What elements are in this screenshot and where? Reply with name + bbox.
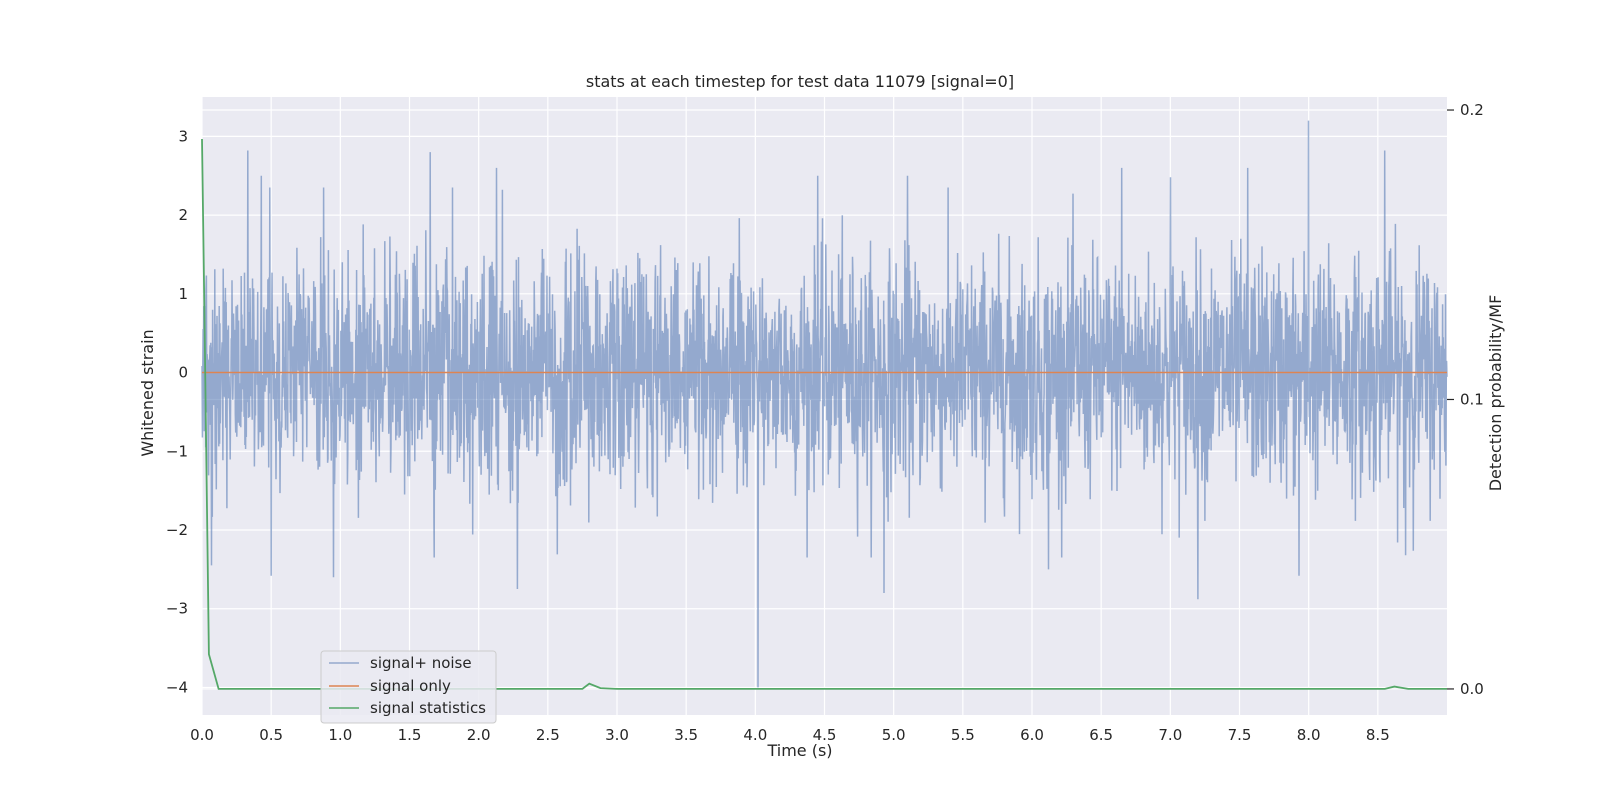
y-tick-label: 1 xyxy=(178,285,188,303)
x-axis-label: Time (s) xyxy=(766,741,832,760)
legend-label-signal-only: signal only xyxy=(370,677,451,695)
x-tick-label: 4.0 xyxy=(743,726,767,744)
line-series xyxy=(201,138,1447,690)
x-tick-label: 0.5 xyxy=(259,726,283,744)
legend: signal+ noise signal only signal statist… xyxy=(320,650,497,724)
y-tick-label: −1 xyxy=(166,442,188,460)
x-tick-label: 5.5 xyxy=(951,726,975,744)
x-tick-label: 7.5 xyxy=(1228,726,1252,744)
chart-title: stats at each timestep for test data 110… xyxy=(586,72,1014,91)
x-tick-label: 1.0 xyxy=(328,726,352,744)
y2-tick-label: 0.0 xyxy=(1460,680,1484,698)
legend-label-signal-noise: signal+ noise xyxy=(370,654,472,672)
x-tick-label: 8.0 xyxy=(1297,726,1321,744)
y-tick-label: 3 xyxy=(178,127,188,145)
x-tick-label: 6.5 xyxy=(1089,726,1113,744)
axes: 0.0 0.5 1.0 1.5 2.0 2.5 3.0 3.5 4.0 4.5 5.0 5.5 6.0 6… xyxy=(166,101,1484,744)
y-axis-label: Whitened strain xyxy=(138,329,157,456)
x-tick-label: 5.0 xyxy=(882,726,906,744)
y2-axis-label: Detection probability/MF xyxy=(1486,295,1505,492)
x-tick-label: 3.0 xyxy=(605,726,629,744)
x-tick-label: 6.0 xyxy=(1020,726,1044,744)
y2-tick-label: 0.2 xyxy=(1460,101,1484,119)
x-tick-label: 2.0 xyxy=(467,726,491,744)
y2-tick-label: 0.1 xyxy=(1460,390,1484,408)
x-tick-label: 1.5 xyxy=(398,726,422,744)
signal-statistics-line xyxy=(201,138,1447,690)
y-tick-label: 2 xyxy=(178,206,188,224)
y-tick-label: −4 xyxy=(166,678,188,696)
x-tick-label: 4.5 xyxy=(813,726,837,744)
x-tick-label: 0.0 xyxy=(190,726,214,744)
legend-box xyxy=(320,650,497,724)
y-tick-label: 0 xyxy=(178,364,188,382)
x-tick-label: 2.5 xyxy=(536,726,560,744)
x-tick-label: 3.5 xyxy=(674,726,698,744)
signal-noise-line xyxy=(201,120,1448,688)
y-tick-label: −3 xyxy=(166,600,188,618)
signal-noise-series xyxy=(201,120,1448,688)
y-tick-label: −2 xyxy=(166,521,188,539)
x-tick-label: 8.5 xyxy=(1366,726,1390,744)
x-tick-label: 7.0 xyxy=(1158,726,1182,744)
legend-label-signal-statistics: signal statistics xyxy=(370,699,486,717)
